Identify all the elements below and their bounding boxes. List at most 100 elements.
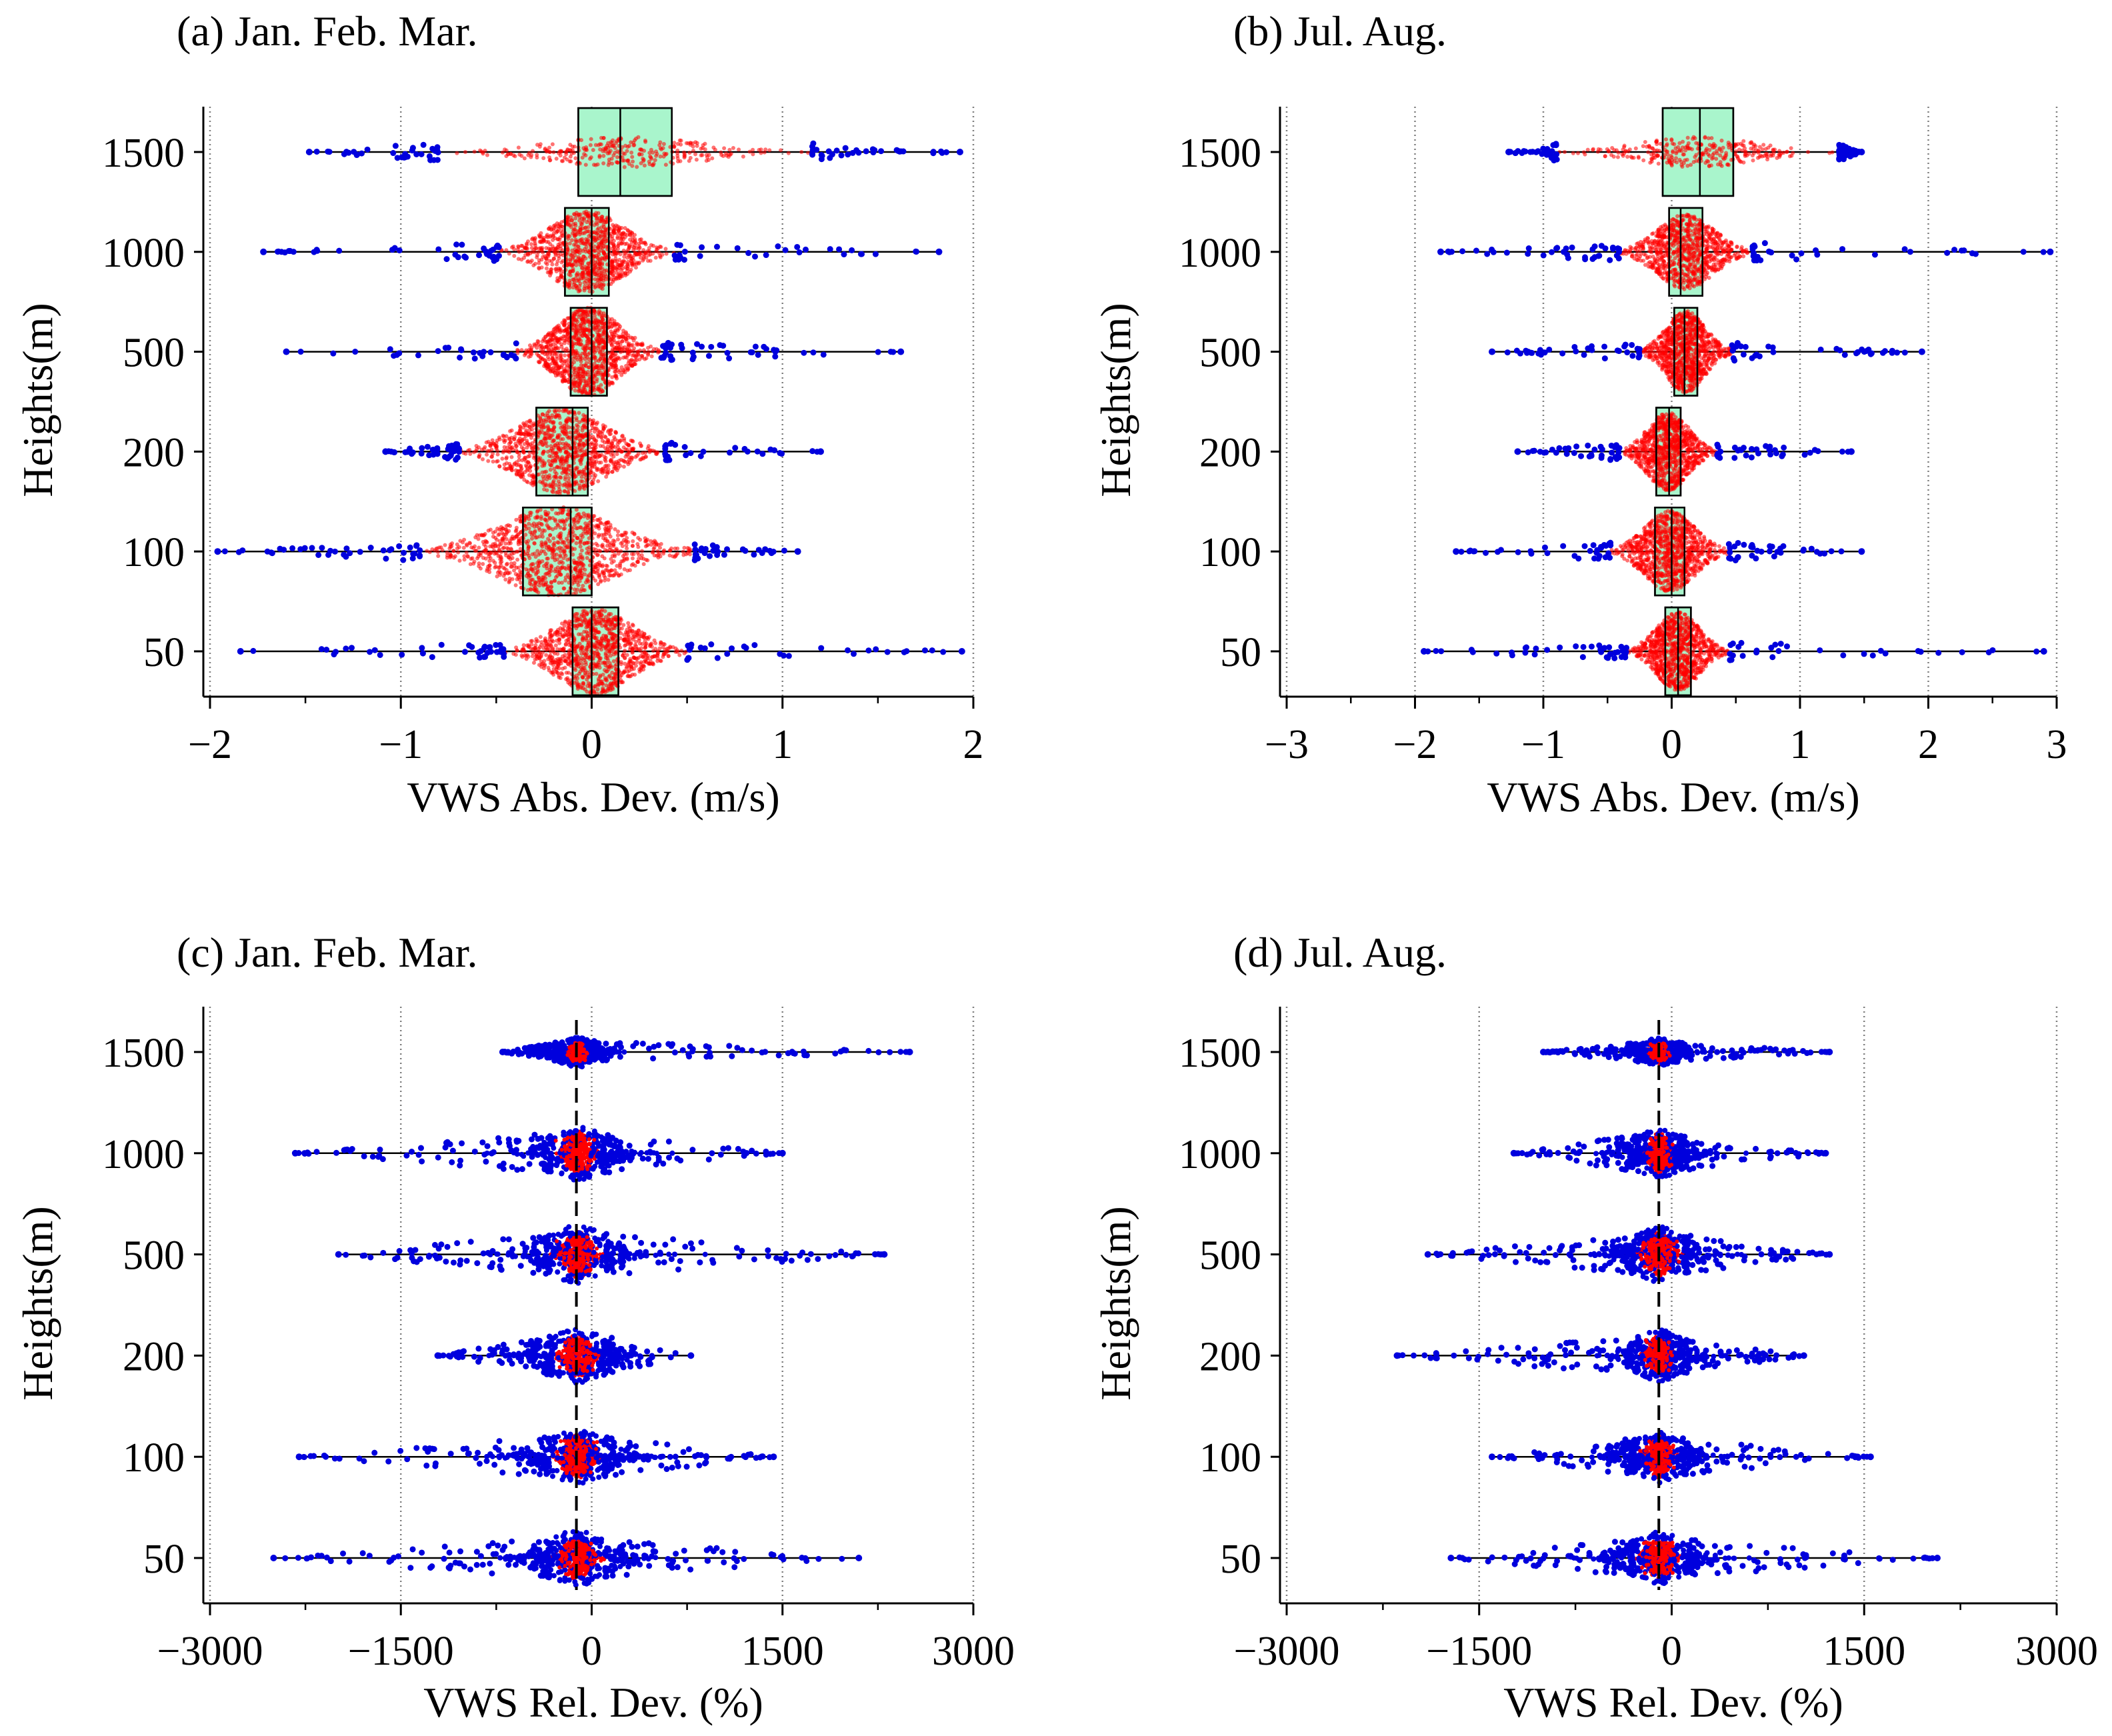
inner-point: [564, 423, 569, 427]
inner-point: [542, 463, 547, 468]
outlier-point: [841, 251, 847, 258]
inner-point: [574, 428, 579, 433]
inner-point: [485, 452, 489, 457]
outlier-point: [301, 545, 308, 551]
outlier-point: [732, 445, 739, 451]
inner-point: [573, 547, 577, 551]
inner-point: [555, 247, 559, 252]
inner-point: [580, 239, 585, 243]
inner-point: [726, 155, 731, 159]
inner-point: [551, 249, 556, 254]
inner-point: [599, 234, 603, 239]
outlier-point: [669, 356, 675, 363]
outlier-point: [313, 148, 320, 155]
inner-point: [519, 348, 524, 353]
inner-point: [569, 218, 574, 223]
inner-point: [654, 153, 659, 158]
inner-point: [635, 165, 639, 169]
panel-a-xtick-label: −1: [379, 722, 423, 767]
inner-point: [621, 355, 626, 360]
inner-point: [544, 440, 549, 445]
inner-point: [515, 469, 520, 473]
inner-point: [578, 225, 583, 229]
inner-point: [597, 560, 601, 565]
outlier-point: [413, 151, 420, 157]
inner-point: [649, 147, 653, 152]
inner-point: [620, 145, 625, 149]
inner-point: [638, 252, 643, 257]
inner-point: [583, 572, 587, 577]
outlier-point: [809, 147, 816, 153]
inner-point: [627, 457, 631, 462]
inner-point: [543, 576, 548, 581]
outlier-point: [871, 147, 878, 153]
inner-point: [650, 349, 655, 354]
inner-point: [597, 328, 602, 333]
inner-point: [590, 421, 595, 426]
inner-point: [537, 525, 541, 530]
outlier-point: [859, 251, 865, 257]
outlier-point: [500, 352, 507, 359]
inner-point: [621, 248, 626, 253]
outlier-point: [409, 449, 416, 456]
inner-point: [483, 548, 488, 553]
inner-point: [544, 469, 549, 474]
inner-point: [601, 161, 606, 166]
inner-point: [578, 568, 583, 573]
inner-point: [609, 441, 614, 445]
outlier-point: [453, 241, 460, 248]
inner-point: [593, 365, 598, 369]
inner-point: [488, 527, 493, 532]
inner-point: [539, 247, 543, 252]
inner-point: [477, 545, 481, 550]
inner-point: [493, 443, 497, 447]
inner-point: [615, 235, 620, 239]
outlier-point: [455, 254, 461, 261]
inner-point: [537, 233, 541, 237]
inner-point: [640, 549, 645, 553]
inner-point: [659, 659, 663, 663]
inner-point: [575, 481, 579, 486]
inner-point: [507, 580, 511, 585]
inner-point: [799, 150, 804, 155]
inner-point: [663, 163, 668, 167]
inner-point: [562, 482, 567, 487]
inner-point: [540, 535, 545, 539]
inner-point: [593, 551, 597, 555]
outlier-point: [818, 156, 825, 163]
inner-point: [612, 435, 617, 439]
inner-point: [481, 539, 485, 544]
inner-point: [562, 489, 567, 493]
outlier-point: [744, 448, 751, 455]
inner-point: [542, 425, 547, 429]
inner-point: [683, 152, 687, 157]
outlier-point: [875, 349, 881, 355]
inner-point: [514, 525, 519, 530]
inner-point: [559, 159, 564, 163]
inner-point: [596, 284, 601, 289]
inner-point: [583, 354, 588, 359]
inner-point: [593, 578, 598, 583]
outlier-point: [463, 254, 469, 261]
inner-point: [647, 151, 652, 155]
inner-point: [633, 251, 638, 255]
inner-point: [601, 250, 606, 255]
inner-point: [719, 150, 723, 155]
inner-point: [597, 252, 601, 257]
outlier-point: [767, 446, 774, 453]
inner-point: [535, 514, 539, 519]
inner-point: [464, 550, 469, 555]
inner-point: [594, 523, 599, 528]
inner-point: [546, 537, 551, 541]
outlier-point: [751, 551, 757, 558]
inner-point: [615, 367, 619, 372]
inner-point: [483, 148, 487, 153]
inner-point: [461, 451, 466, 455]
inner-point: [663, 247, 668, 251]
inner-point: [512, 253, 517, 258]
inner-point: [599, 274, 603, 279]
inner-point: [548, 368, 553, 373]
inner-point: [589, 469, 593, 473]
inner-point: [567, 159, 572, 164]
outlier-point: [772, 353, 779, 360]
